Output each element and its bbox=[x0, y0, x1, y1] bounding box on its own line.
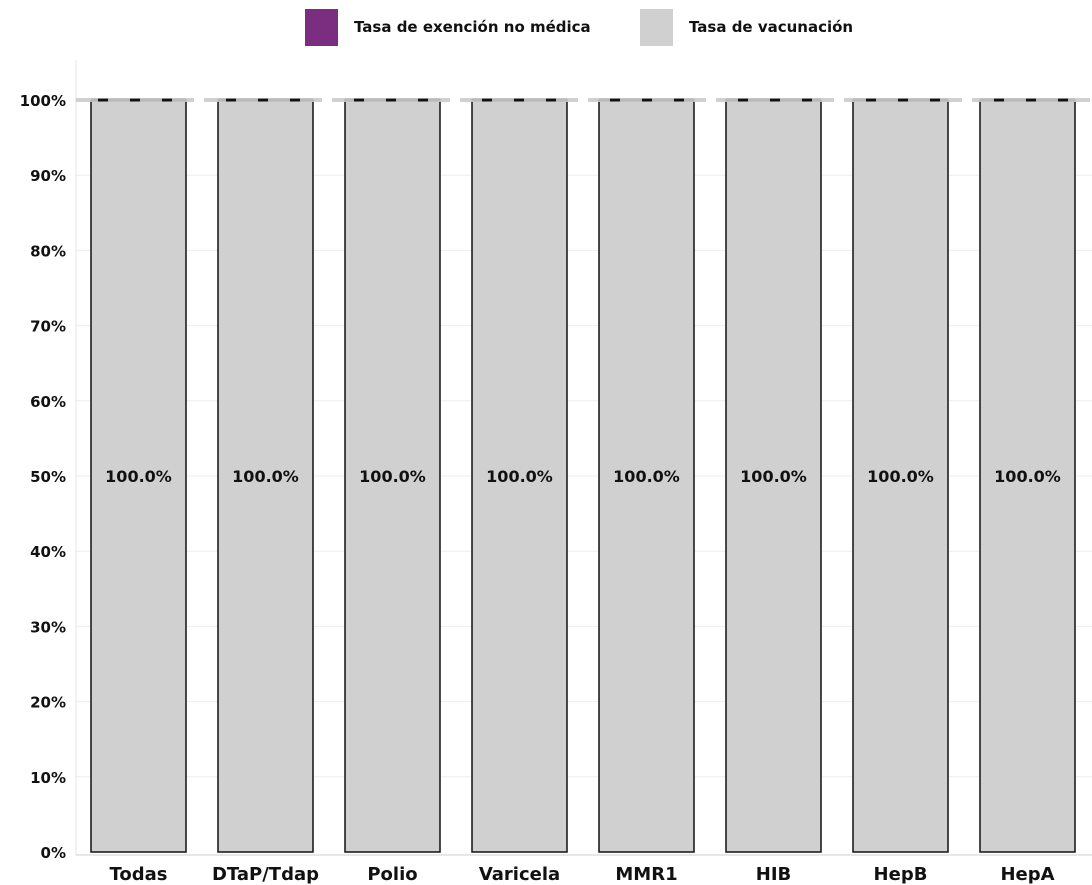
x-tick-label: DTaP/Tdap bbox=[212, 864, 319, 885]
data-label: 100.0% bbox=[359, 467, 426, 486]
data-label: 100.0% bbox=[232, 467, 299, 486]
legend-item-vaccination[interactable]: Tasa de vacunación bbox=[640, 7, 853, 47]
legend-label-vaccination: Tasa de vacunación bbox=[689, 18, 854, 36]
data-label: 100.0% bbox=[867, 467, 934, 486]
legend-label-exemption: Tasa de exención no médica bbox=[354, 18, 591, 36]
bar-vaccination bbox=[217, 99, 314, 853]
x-tick-label: HepB bbox=[874, 864, 928, 885]
y-tick-label: 20% bbox=[30, 694, 66, 712]
legend-swatch-exemption bbox=[305, 8, 338, 46]
y-tick-label: 40% bbox=[30, 543, 66, 561]
legend-swatch-vaccination bbox=[640, 8, 673, 46]
legend: Tasa de exención no médica Tasa de vacun… bbox=[0, 7, 1092, 47]
x-tick-label: Varicela bbox=[479, 864, 560, 885]
data-label: 100.0% bbox=[994, 467, 1061, 486]
y-tick-label: 0% bbox=[41, 844, 66, 862]
x-tick-label: Todas bbox=[110, 864, 168, 885]
bar-vaccination bbox=[725, 99, 822, 853]
x-tick-label: HIB bbox=[756, 864, 791, 885]
y-tick-label: 100% bbox=[20, 92, 66, 110]
y-tick-label: 60% bbox=[30, 393, 66, 411]
data-label: 100.0% bbox=[486, 467, 553, 486]
y-tick-label: 50% bbox=[30, 468, 66, 486]
y-tick-label: 10% bbox=[30, 769, 66, 787]
x-tick-label: Polio bbox=[367, 864, 417, 885]
data-label: 100.0% bbox=[613, 467, 680, 486]
bar-vaccination bbox=[90, 99, 187, 853]
x-tick-label: MMR1 bbox=[615, 864, 677, 885]
legend-item-exemption[interactable]: Tasa de exención no médica bbox=[305, 7, 591, 47]
bar-vaccination bbox=[344, 99, 441, 853]
data-label: 100.0% bbox=[105, 467, 172, 486]
y-tick-label: 30% bbox=[30, 618, 66, 636]
bar-vaccination bbox=[598, 99, 695, 853]
x-tick-label: HepA bbox=[1000, 864, 1054, 885]
y-tick-label: 70% bbox=[30, 318, 66, 336]
y-tick-label: 90% bbox=[30, 167, 66, 185]
bar-vaccination bbox=[979, 99, 1076, 853]
data-label: 100.0% bbox=[740, 467, 807, 486]
y-tick-label: 80% bbox=[30, 242, 66, 260]
bar-vaccination bbox=[471, 99, 568, 853]
